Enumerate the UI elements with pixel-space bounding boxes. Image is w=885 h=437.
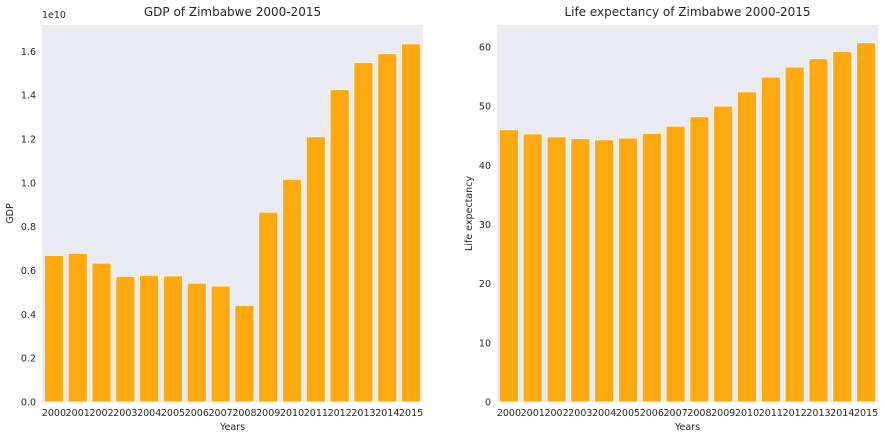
life-x-tick-2015: 2015: [854, 408, 878, 419]
gdp-bar-2000: [43, 254, 64, 403]
gdp-x-tick-labels: 2000 2001 2002 2003 2004 2005 2006 2007 2008 2009…: [42, 408, 423, 419]
gdp-y-tick-labels: 0.0 0.2 0.4 0.6 0.8 1.0 1.2 1.4 1.6: [21, 47, 36, 409]
gdp-y-tick-0: 0.0: [21, 398, 36, 409]
gdp-x-tick-2002: 2002: [89, 408, 113, 419]
life-x-tick-2006: 2006: [640, 408, 664, 419]
gdp-x-tick-2007: 2007: [209, 408, 233, 419]
gdp-bars: [43, 43, 422, 403]
gdp-bar-2004: [139, 274, 160, 403]
life-bar-2008: [689, 116, 710, 403]
life-x-tick-2009: 2009: [711, 408, 735, 419]
gdp-bar-2008: [234, 304, 255, 403]
gdp-x-tick-2010: 2010: [280, 408, 304, 419]
life-y-tick-4: 40: [479, 161, 491, 172]
life-chart-title: Life expectancy of Zimbabwe 2000-2015: [564, 5, 810, 19]
gdp-y-tick-3: 0.6: [21, 266, 36, 277]
gdp-x-tick-2006: 2006: [185, 408, 209, 419]
gdp-x-tick-2012: 2012: [328, 408, 352, 419]
gdp-bar-2013: [353, 62, 374, 403]
gdp-y-offset-label: 1e10: [42, 10, 66, 21]
life-bar-2005: [618, 137, 638, 403]
life-x-tick-2008: 2008: [687, 408, 711, 419]
gdp-bar-2006: [186, 282, 207, 403]
gdp-x-tick-2001: 2001: [66, 408, 90, 419]
gdp-x-tick-2015: 2015: [399, 408, 423, 419]
gdp-chart: GDP of Zimbabwe 2000-2015 1e10 Years GDP…: [5, 5, 423, 433]
gdp-y-tick-2: 0.4: [21, 310, 36, 321]
life-y-tick-6: 60: [479, 42, 491, 53]
gdp-x-tick-2005: 2005: [161, 408, 185, 419]
life-x-tick-2014: 2014: [830, 408, 854, 419]
life-x-tick-2004: 2004: [592, 408, 616, 419]
gdp-bar-2009: [258, 211, 279, 403]
life-x-tick-2002: 2002: [544, 408, 568, 419]
gdp-bar-2015: [401, 43, 422, 403]
life-bar-2012: [784, 66, 805, 403]
life-x-tick-2000: 2000: [497, 408, 521, 419]
life-bar-2003: [570, 138, 591, 403]
gdp-y-tick-8: 1.6: [21, 47, 36, 58]
life-bar-2007: [665, 125, 686, 403]
life-bars: [498, 42, 877, 403]
life-x-tick-2010: 2010: [735, 408, 759, 419]
gdp-y-tick-6: 1.2: [21, 134, 36, 145]
life-bar-2009: [713, 105, 734, 403]
gdp-x-tick-2011: 2011: [304, 408, 328, 419]
life-x-tick-labels: 2000 2001 2002 2003 2004 2005 2006 2007 2008 2009…: [497, 408, 878, 419]
life-bar-2013: [808, 58, 829, 403]
gdp-bar-2005: [163, 275, 183, 403]
life-y-tick-labels: 0 10 20 30 40 50 60: [479, 42, 491, 408]
life-x-axis-label: Years: [674, 422, 700, 433]
life-x-tick-2001: 2001: [521, 408, 545, 419]
gdp-bar-2012: [329, 89, 350, 403]
gdp-x-tick-2004: 2004: [137, 408, 161, 419]
gdp-bar-2001: [67, 252, 88, 403]
gdp-bar-2007: [210, 285, 231, 403]
life-y-tick-5: 50: [479, 102, 491, 113]
life-x-tick-2012: 2012: [783, 408, 807, 419]
life-bar-2011: [760, 76, 781, 403]
life-bar-2006: [641, 132, 662, 403]
gdp-y-tick-4: 0.8: [21, 222, 36, 233]
life-bar-2002: [546, 136, 567, 403]
life-bar-2001: [522, 133, 543, 403]
life-bar-2010: [737, 91, 757, 403]
life-x-tick-2007: 2007: [664, 408, 688, 419]
gdp-x-axis-label: Years: [219, 422, 245, 433]
life-x-tick-2011: 2011: [759, 408, 783, 419]
gdp-x-tick-2014: 2014: [375, 408, 399, 419]
gdp-bar-2002: [91, 262, 112, 403]
life-bar-2004: [594, 139, 615, 403]
life-bar-2015: [856, 42, 877, 403]
gdp-bar-2010: [282, 178, 302, 403]
gdp-x-tick-2003: 2003: [113, 408, 137, 419]
life-x-tick-2013: 2013: [806, 408, 830, 419]
gdp-bar-2003: [115, 276, 136, 403]
gdp-x-tick-2009: 2009: [256, 408, 280, 419]
life-y-tick-3: 30: [479, 220, 491, 231]
gdp-bar-2011: [305, 136, 326, 403]
life-expectancy-chart: Life expectancy of Zimbabwe 2000-2015 Ye…: [464, 5, 878, 433]
gdp-x-tick-2008: 2008: [232, 408, 256, 419]
gdp-y-tick-5: 1.0: [21, 178, 36, 189]
gdp-y-axis-label: GDP: [5, 203, 16, 224]
life-y-tick-2: 20: [479, 279, 491, 290]
life-x-tick-2005: 2005: [616, 408, 640, 419]
gdp-x-tick-2000: 2000: [42, 408, 66, 419]
life-x-tick-2003: 2003: [568, 408, 592, 419]
life-bar-2000: [498, 129, 519, 403]
gdp-x-tick-2013: 2013: [351, 408, 375, 419]
gdp-bar-2014: [377, 53, 398, 403]
gdp-y-tick-7: 1.4: [21, 91, 36, 102]
gdp-y-tick-1: 0.2: [21, 354, 36, 365]
life-y-axis-label: Life expectancy: [464, 176, 475, 251]
life-y-tick-0: 0: [485, 398, 491, 409]
life-bar-2014: [832, 51, 853, 403]
life-y-tick-1: 10: [479, 338, 491, 349]
gdp-chart-title: GDP of Zimbabwe 2000-2015: [144, 5, 321, 19]
